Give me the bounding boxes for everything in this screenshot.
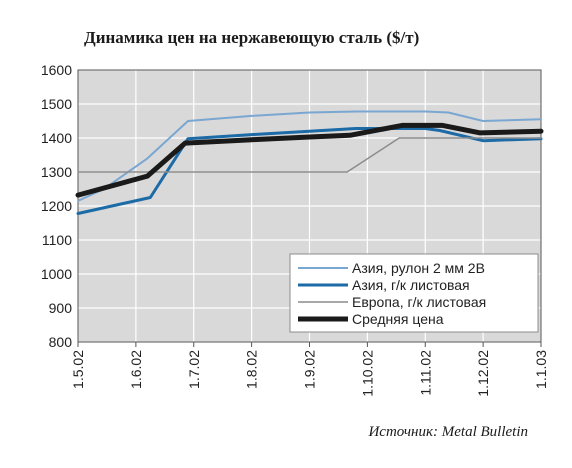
x-tick-label: 1.8.02: [244, 350, 260, 389]
series-line-1: [77, 110, 542, 202]
x-tick-label: 1.5.02: [70, 350, 86, 389]
source-note: Источник: Metal Bulletin: [368, 424, 528, 440]
x-tick-label: 1.9.02: [302, 350, 318, 389]
x-tick-label: 1.11.02: [417, 350, 433, 396]
y-tick-label: 1200: [41, 198, 72, 214]
series-line-3: [77, 137, 542, 173]
y-tick-label: 1600: [41, 62, 72, 78]
x-tick-label: 1.12.02: [475, 350, 491, 397]
y-tick-label: 1100: [42, 232, 72, 248]
y-tick-label: 900: [49, 300, 73, 316]
legend-label: Средняя цена: [352, 311, 444, 327]
x-tick-label: 1.6.02: [128, 350, 144, 389]
y-tick-label: 1400: [41, 130, 72, 146]
x-tick-label: 1.7.02: [186, 350, 202, 389]
legend-label: Европа, г/к листовая: [352, 294, 486, 310]
legend-label: Азия, рулон 2 мм 2В: [352, 260, 485, 276]
series-line-4: [75, 122, 544, 198]
x-tick-label: 1.1.03: [533, 350, 549, 389]
y-tick-label: 1000: [41, 266, 72, 282]
x-tick-label: 1.10.02: [359, 350, 375, 397]
series-line-2: [76, 127, 543, 215]
y-tick-label: 800: [49, 334, 73, 350]
y-tick-label: 1300: [41, 164, 72, 180]
y-tick-label: 1500: [41, 96, 72, 112]
legend-label: Азия, г/к листовая: [352, 277, 470, 293]
chart-title: Динамика цен на нержавеющую сталь ($/т): [84, 28, 420, 47]
